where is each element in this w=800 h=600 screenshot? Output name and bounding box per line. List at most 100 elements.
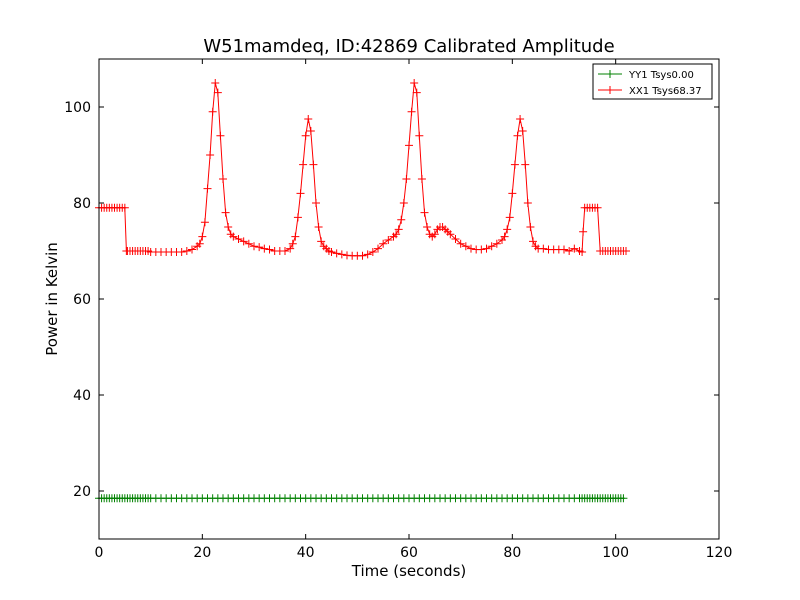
x-tick-label: 20 (193, 545, 211, 561)
data-point (505, 213, 514, 222)
data-point (523, 199, 532, 207)
series-2 (95, 79, 630, 260)
data-point (229, 232, 238, 241)
data-point (368, 247, 377, 256)
data-point (260, 244, 269, 253)
x-tick-label: 40 (297, 545, 315, 561)
data-point (239, 237, 248, 246)
x-axis-label: Time (seconds) (351, 562, 467, 580)
data-point (317, 237, 326, 246)
data-point (446, 230, 455, 239)
data-point (482, 244, 491, 253)
data-point (477, 245, 486, 254)
data-point (216, 131, 225, 140)
y-axis-label: Power in Kelvin (43, 242, 61, 356)
data-point (120, 203, 129, 212)
data-point (206, 151, 215, 159)
data-point (487, 242, 496, 251)
data-point (224, 223, 233, 231)
data-point (500, 232, 509, 241)
data-point (208, 107, 217, 116)
data-point (539, 244, 548, 253)
data-point (392, 230, 401, 239)
data-point (213, 88, 222, 97)
data-point (265, 245, 274, 254)
data-point (521, 160, 530, 169)
data-point (384, 235, 393, 244)
y-tick-label: 40 (73, 388, 91, 404)
data-point (415, 131, 424, 140)
data-point (451, 235, 460, 243)
data-point (410, 79, 419, 87)
data-point (200, 218, 209, 227)
y-tick-label: 80 (73, 196, 91, 212)
legend-label: YY1 Tsys0.00 (628, 70, 694, 81)
data-point (578, 247, 587, 256)
data-point (405, 141, 413, 150)
data-point (399, 199, 408, 207)
data-point (188, 245, 196, 254)
data-point (461, 242, 470, 251)
legend-entry: XX1 Tsys68.37 (598, 86, 702, 97)
series-1 (95, 494, 628, 503)
x-tick-label: 0 (95, 545, 104, 561)
data-point (296, 189, 305, 198)
data-point (358, 251, 367, 260)
data-point (593, 203, 602, 212)
data-point (198, 232, 207, 241)
data-point (565, 247, 574, 255)
data-point (306, 127, 315, 135)
plot-area (95, 79, 630, 503)
data-point (195, 239, 204, 248)
data-point (291, 232, 300, 241)
data-point (301, 131, 310, 140)
y-tick-label: 20 (73, 484, 91, 500)
legend-box (592, 63, 713, 100)
data-point (513, 131, 522, 140)
data-point (177, 247, 186, 256)
data-point (420, 208, 429, 217)
data-point (299, 160, 308, 169)
data-point (560, 245, 568, 254)
data-point (570, 244, 579, 253)
legend: YY1 Tsys0.00 XX1 Tsys68.37 (592, 63, 713, 100)
data-point (508, 189, 517, 198)
data-point (503, 225, 512, 234)
data-point (304, 115, 313, 123)
data-point (309, 160, 318, 169)
chart-title: W51mamdeq, ID:42869 Calibrated Amplitude (203, 36, 614, 57)
data-point (417, 175, 426, 183)
data-point (314, 223, 323, 231)
data-point (337, 250, 346, 259)
x-axis: 0 20 40 60 80 100 120 (95, 59, 733, 561)
data-point (467, 244, 475, 253)
data-point (510, 160, 519, 169)
data-point (286, 244, 295, 253)
data-point (622, 247, 630, 255)
data-point (312, 199, 320, 207)
data-point (516, 115, 525, 123)
data-point (492, 239, 501, 248)
data-point (456, 239, 465, 248)
data-point (407, 107, 416, 116)
data-point (379, 239, 388, 248)
data-point (397, 215, 406, 224)
data-point (374, 244, 382, 253)
data-point (363, 250, 372, 259)
data-point (203, 184, 212, 193)
legend-entry: YY1 Tsys0.00 (598, 70, 694, 81)
data-point (281, 247, 289, 255)
data-point (255, 243, 264, 252)
data-point (288, 239, 297, 248)
data-point (579, 227, 588, 236)
x-tick-label: 60 (400, 545, 418, 561)
data-point (518, 127, 527, 135)
data-point (402, 175, 411, 183)
x-tick-label: 120 (706, 545, 733, 561)
legend-label: XX1 Tsys68.37 (629, 86, 702, 97)
data-point (234, 235, 243, 243)
data-point (221, 208, 230, 217)
data-point (211, 79, 220, 87)
